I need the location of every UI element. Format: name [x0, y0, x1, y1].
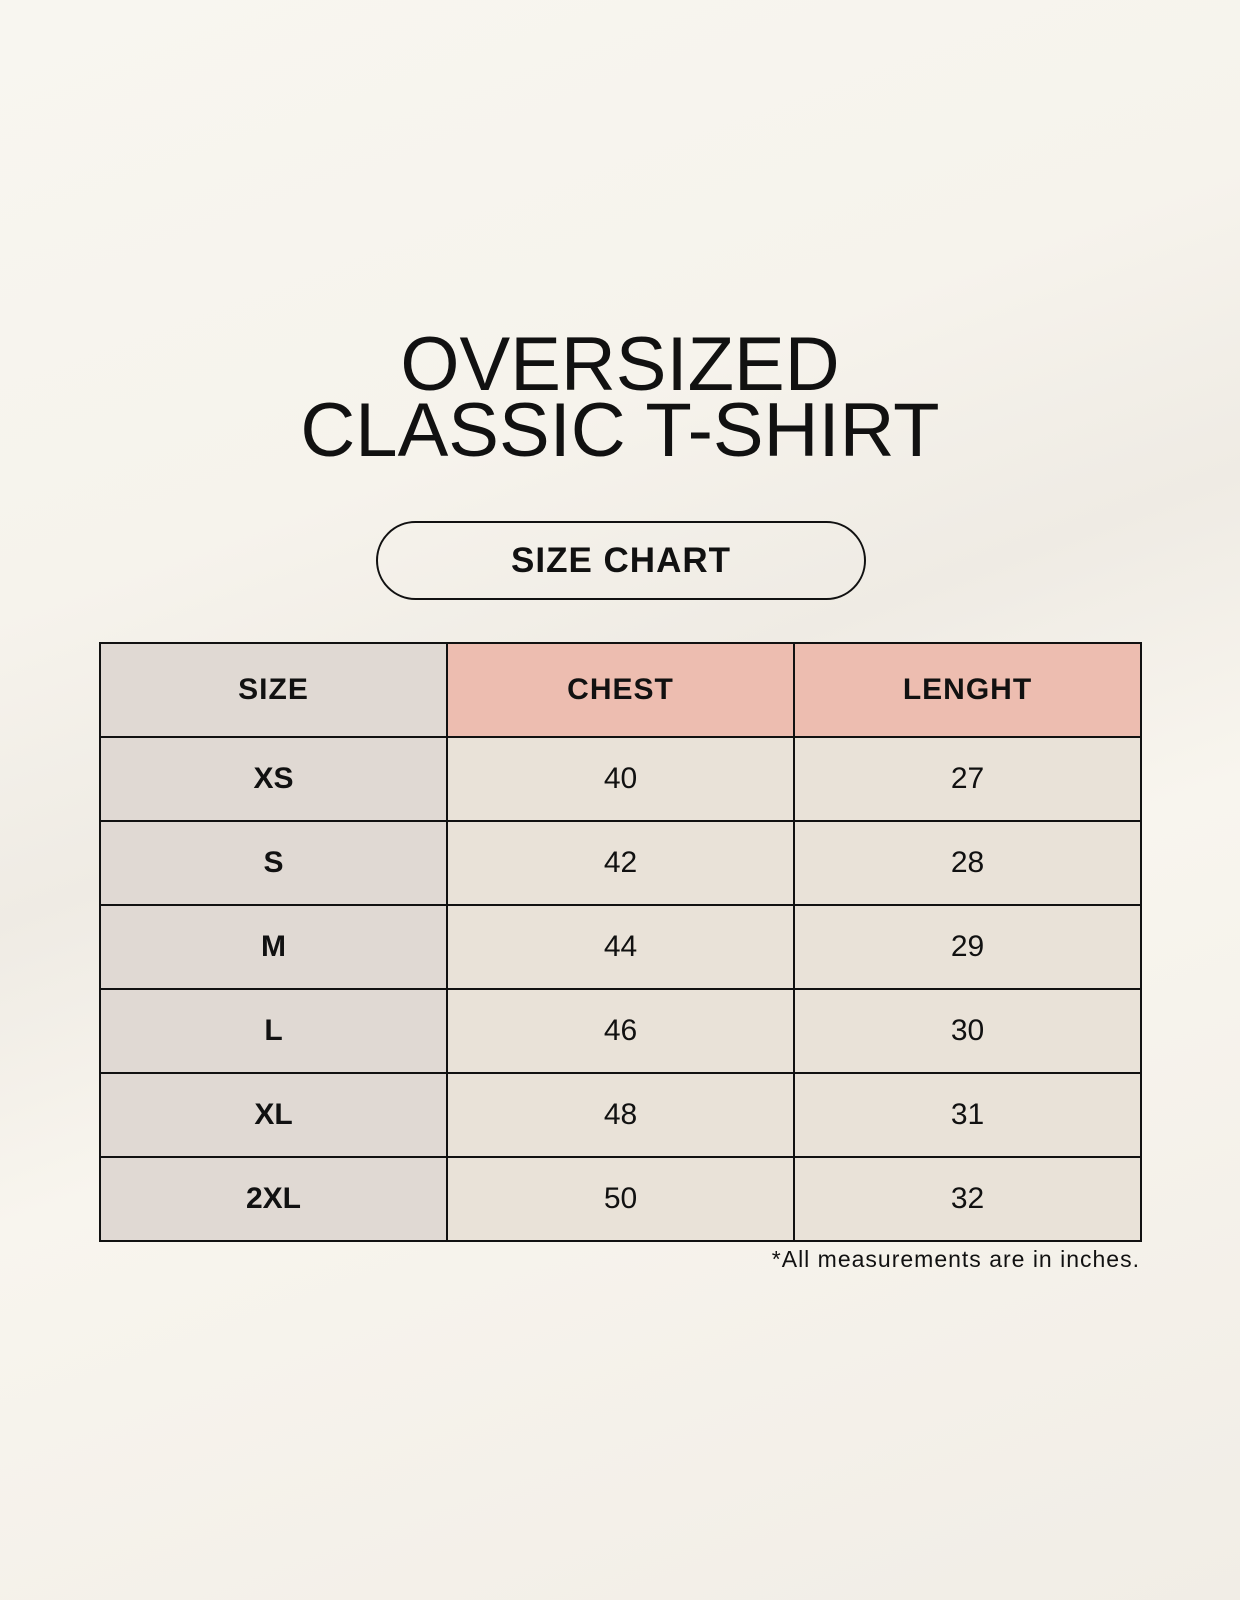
table-row: L 46 30: [99, 988, 1142, 1074]
length-cell: 30: [793, 988, 1142, 1074]
table-header-row: SIZE CHEST LENGHT: [99, 642, 1142, 738]
size-cell: XS: [99, 736, 448, 822]
size-cell: 2XL: [99, 1156, 448, 1242]
chest-cell: 40: [446, 736, 795, 822]
chest-cell: 48: [446, 1072, 795, 1158]
length-cell: 28: [793, 820, 1142, 906]
chest-cell: 46: [446, 988, 795, 1074]
footnote: *All measurements are in inches.: [771, 1246, 1140, 1272]
chest-cell: 44: [446, 904, 795, 990]
table-row: M 44 29: [99, 904, 1142, 990]
size-chart-badge: SIZE CHART: [376, 521, 866, 600]
header-length: LENGHT: [793, 642, 1142, 738]
title-line-1: OVERSIZED: [400, 322, 840, 407]
chest-cell: 42: [446, 820, 795, 906]
title-line-2: CLASSIC T-SHIRT: [300, 388, 940, 473]
page-title: OVERSIZED CLASSIC T-SHIRT: [0, 322, 1240, 473]
table-row: XS 40 27: [99, 736, 1142, 822]
length-cell: 27: [793, 736, 1142, 822]
size-cell: M: [99, 904, 448, 990]
table-row: XL 48 31: [99, 1072, 1142, 1158]
length-cell: 31: [793, 1072, 1142, 1158]
size-cell: XL: [99, 1072, 448, 1158]
length-cell: 32: [793, 1156, 1142, 1242]
length-cell: 29: [793, 904, 1142, 990]
header-size: SIZE: [99, 642, 448, 738]
chest-cell: 50: [446, 1156, 795, 1242]
size-cell: L: [99, 988, 448, 1074]
size-table: SIZE CHEST LENGHT XS 40 27 S 42 28 M 44 29 L 46 30 X…: [99, 642, 1142, 1242]
table-row: S 42 28: [99, 820, 1142, 906]
table-row: 2XL 50 32: [99, 1156, 1142, 1242]
size-cell: S: [99, 820, 448, 906]
header-chest: CHEST: [446, 642, 795, 738]
